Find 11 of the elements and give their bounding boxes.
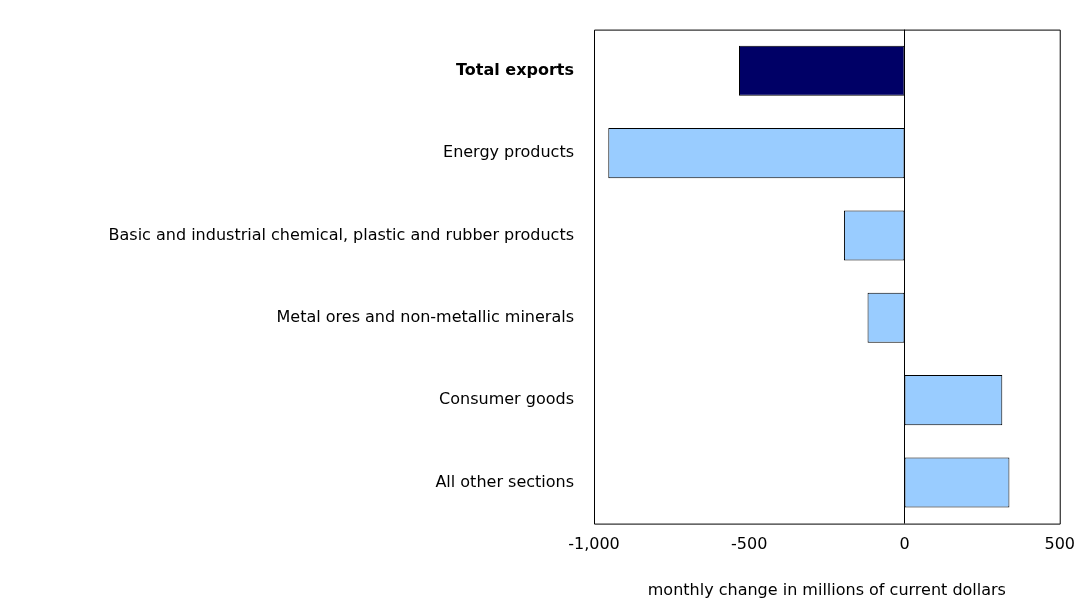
- y-tick-label: Energy products: [443, 142, 574, 162]
- y-tick-label: All other sections: [435, 471, 574, 491]
- x-tick-label: 0: [899, 534, 910, 554]
- y-tick-label: Total exports: [456, 59, 574, 79]
- y-tick-label: Consumer goods: [439, 389, 574, 409]
- x-tick-label: 500: [1044, 534, 1075, 554]
- x-tick-label: -500: [731, 534, 768, 554]
- y-tick-label: Metal ores and non-metallic minerals: [276, 306, 574, 326]
- y-tick-label: Basic and industrial chemical, plastic and rubber products: [108, 224, 574, 244]
- x-axis-title: monthly change in millions of current dollars: [647, 579, 1006, 599]
- x-tick-label: -1,000: [568, 534, 620, 554]
